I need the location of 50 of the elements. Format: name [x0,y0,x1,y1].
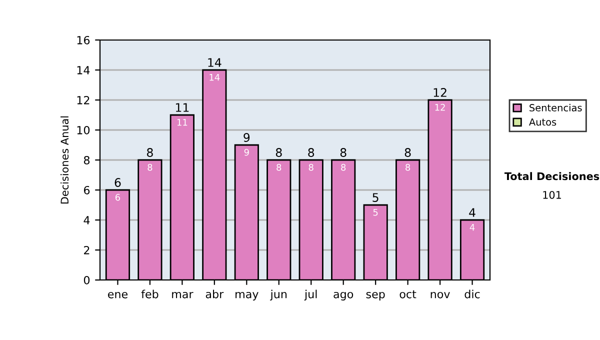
total-label: 14 [208,58,222,67]
x-tick-label: sep [366,292,385,300]
x-tick-label: may [236,292,258,300]
text: 101 [543,190,561,199]
x-tick-label: ene [108,292,128,298]
x-tick-label: feb [141,290,158,298]
x-tick-label: abr [206,290,224,298]
data-label: 12 [435,104,445,111]
data-label: 6 [115,194,120,201]
data-label: 4 [470,224,475,231]
y-axis-title: Decisiones Anual [60,116,69,204]
data-label: 8 [148,164,152,171]
data-label: 9 [244,148,249,156]
y-tick-label: 4 [84,216,90,224]
x-tick-label: jun [270,290,287,300]
x-tick-label: nov [430,292,450,298]
legend-label: Sentencias [530,104,582,112]
y-tick-label: 16 [77,36,90,44]
y-tick-label: 14 [77,66,90,74]
total-label: 8 [147,148,153,157]
y-tick-label: 12 [77,96,90,104]
total-label: 9 [244,133,250,142]
legend-label: Autos [529,118,556,126]
x-tick-label: oct [400,290,416,298]
total-label: 8 [340,148,346,157]
total-label: 5 [372,193,378,202]
data-label: 11 [177,119,188,126]
data-label: 14 [210,74,220,81]
total-label: 8 [276,148,282,157]
x-tick-label: mar [172,292,194,298]
total-label: 4 [469,208,476,217]
data-label: 8 [308,164,314,171]
total-label: 12 [434,88,446,97]
total-label: 8 [308,148,314,157]
y-tick-label: 0 [84,276,90,284]
y-tick-label: 8 [84,156,90,164]
total-label: 6 [114,178,121,187]
x-tick-label: dic [464,290,480,298]
x-tick-label: ago [334,292,354,300]
data-label: 5 [373,209,378,216]
y-tick-label: 10 [77,126,90,134]
x-tick-label: jul [304,290,317,300]
text: Total Decisiones [504,172,600,180]
total-label: 8 [404,148,411,157]
y-tick-label: 6 [84,186,90,194]
data-label: 8 [341,164,346,171]
y-tick-label: 2 [84,246,90,254]
total-label: 11 [176,103,189,112]
data-label: 8 [276,164,282,171]
data-label: 8 [406,164,410,171]
